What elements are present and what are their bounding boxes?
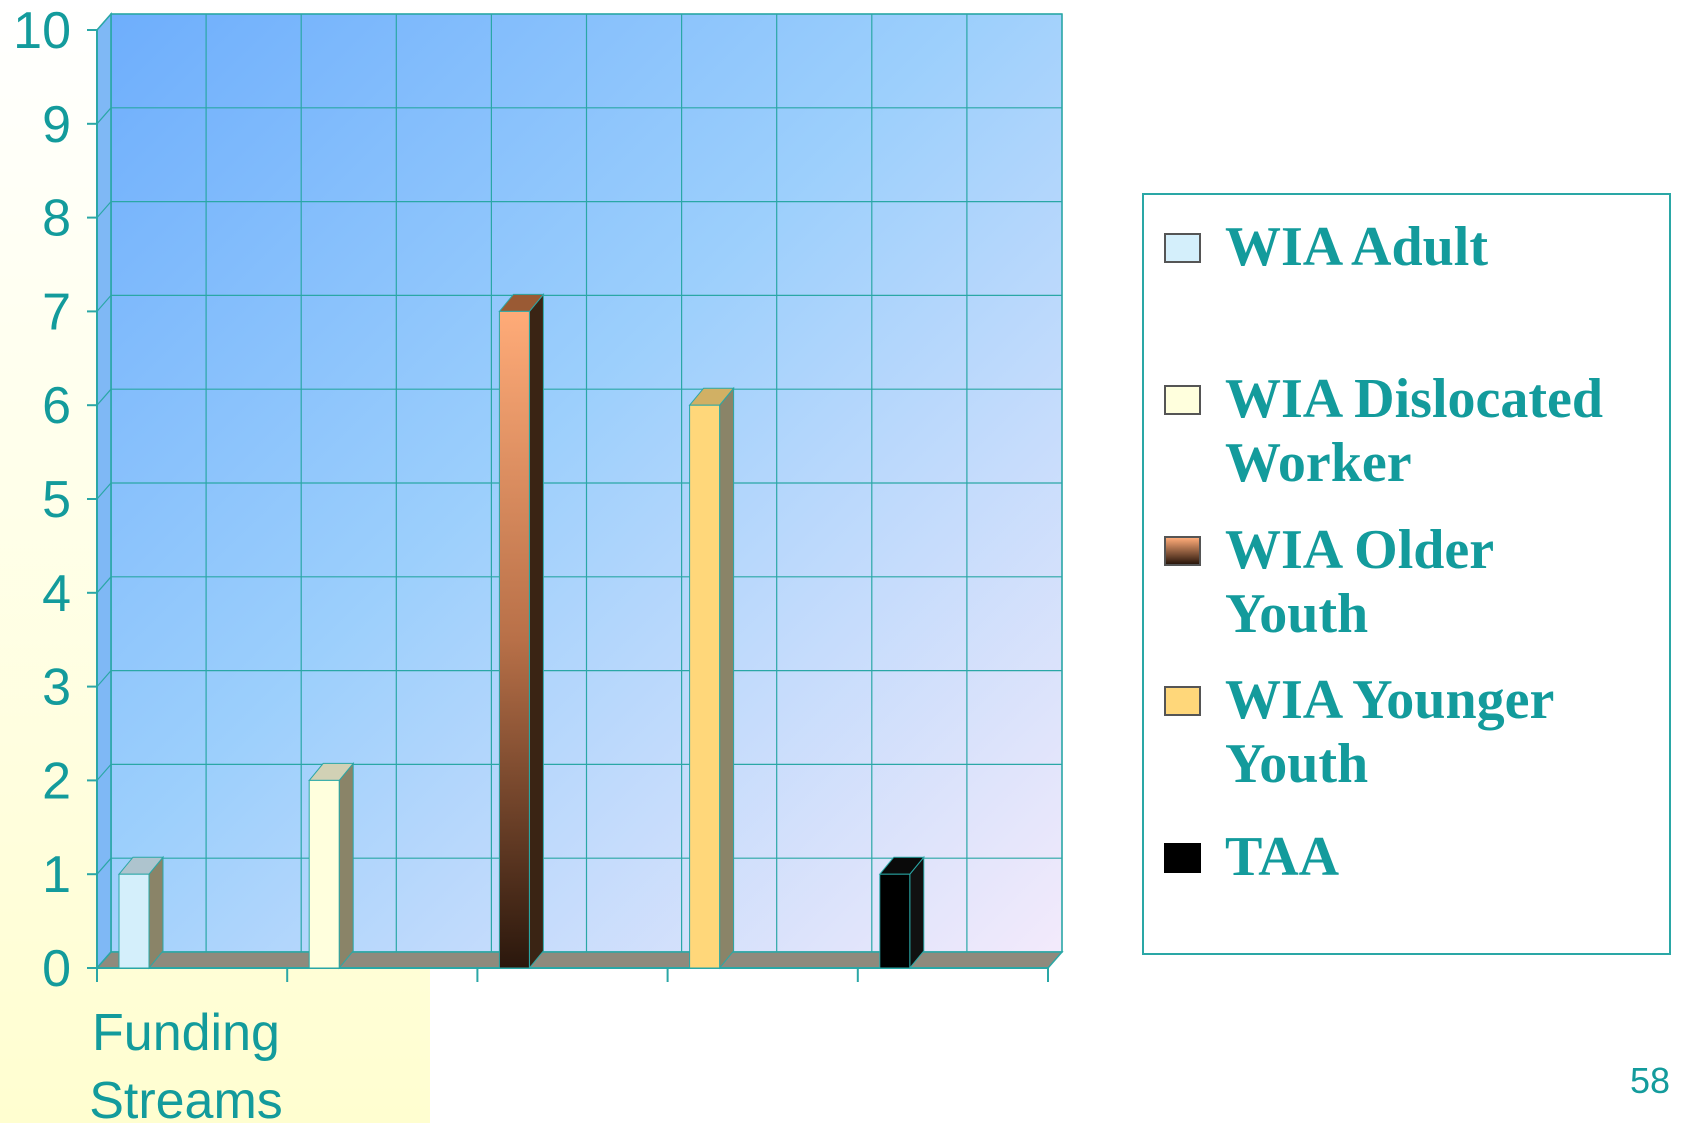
y-tick-label: 2 <box>42 752 71 810</box>
gridline-side <box>96 13 112 31</box>
gridline-side <box>96 388 112 406</box>
gridline-side <box>96 576 112 594</box>
x-axis-label-line: Streams <box>89 1072 283 1123</box>
bar-front <box>308 779 340 969</box>
y-tick-label: 9 <box>42 96 71 154</box>
legend-label: WIA Adult <box>1225 216 1488 278</box>
legend-label: WIA Older Youth <box>1225 519 1495 645</box>
gridline-side <box>96 764 112 781</box>
gridline-side <box>96 107 112 125</box>
legend-label: WIA Younger Youth <box>1225 669 1555 795</box>
y-tick-label: 6 <box>42 377 71 435</box>
bar-front <box>498 310 530 969</box>
gridline-side <box>96 857 112 875</box>
y-tick-label: 5 <box>42 471 71 529</box>
gridline-side <box>96 670 112 687</box>
gridline-side <box>96 295 112 312</box>
bar-wia-older-youth <box>498 293 545 970</box>
gridline-side <box>96 482 112 500</box>
bar-chart: 0 1 2 3 4 5 6 7 8 9 10 Funding Streams <box>13 2 1064 1123</box>
legend-item: TAA <box>1164 825 1339 889</box>
bar-front <box>689 404 721 969</box>
x-axis-label-line: Funding <box>92 1004 280 1062</box>
legend-label: WIA Dislocated Worker <box>1225 368 1603 494</box>
legend-swatch <box>1164 385 1201 415</box>
bar-wia-adult <box>117 855 165 970</box>
y-axis-ticks: 0 1 2 3 4 5 6 7 8 9 10 <box>13 2 97 998</box>
bars <box>117 293 925 970</box>
legend-label: TAA <box>1225 826 1340 888</box>
legend: WIA Adult WIA Dislocated Worker WIA Older … <box>1142 193 1671 955</box>
legend-item: WIA Older Youth <box>1164 518 1494 646</box>
y-tick-label: 7 <box>42 283 71 341</box>
legend-swatch <box>1164 536 1201 566</box>
legend-item: WIA Younger Youth <box>1164 668 1554 796</box>
gridline-side <box>96 201 112 218</box>
bar-front <box>118 873 150 969</box>
y-tick-label: 3 <box>42 659 71 717</box>
legend-item: WIA Dislocated Worker <box>1164 367 1603 495</box>
bar-side <box>148 855 164 970</box>
plot-area <box>95 12 1064 982</box>
y-tick-label: 4 <box>42 565 71 623</box>
y-tick-label: 8 <box>42 190 71 248</box>
legend-swatch <box>1164 686 1201 716</box>
x-axis-label: Funding Streams <box>89 1004 283 1123</box>
page-number: 58 <box>1630 1060 1671 1101</box>
legend-swatch <box>1164 233 1201 263</box>
bar-side <box>909 855 925 970</box>
bar-wia-dislocated-worker <box>308 762 355 970</box>
legend-swatch <box>1164 843 1201 873</box>
bar-wia-younger-youth <box>688 386 735 970</box>
y-tick-label: 1 <box>42 846 71 904</box>
bar-side <box>528 293 544 970</box>
bar-side <box>719 386 735 970</box>
y-tick-label: 10 <box>13 2 71 60</box>
bar-front <box>879 873 911 969</box>
legend-item: WIA Adult <box>1164 215 1488 279</box>
bar-taa <box>878 855 925 970</box>
bar-side <box>338 762 354 970</box>
y-tick-label: 0 <box>42 940 71 998</box>
